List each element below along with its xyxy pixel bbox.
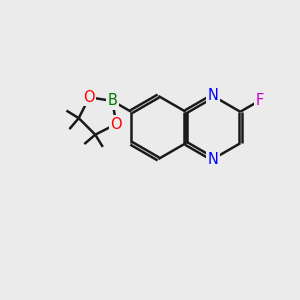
- Text: O: O: [83, 90, 95, 105]
- Text: N: N: [208, 88, 218, 104]
- Text: O: O: [110, 117, 122, 132]
- Text: N: N: [208, 152, 218, 166]
- Text: B: B: [107, 93, 117, 108]
- Text: F: F: [256, 93, 264, 108]
